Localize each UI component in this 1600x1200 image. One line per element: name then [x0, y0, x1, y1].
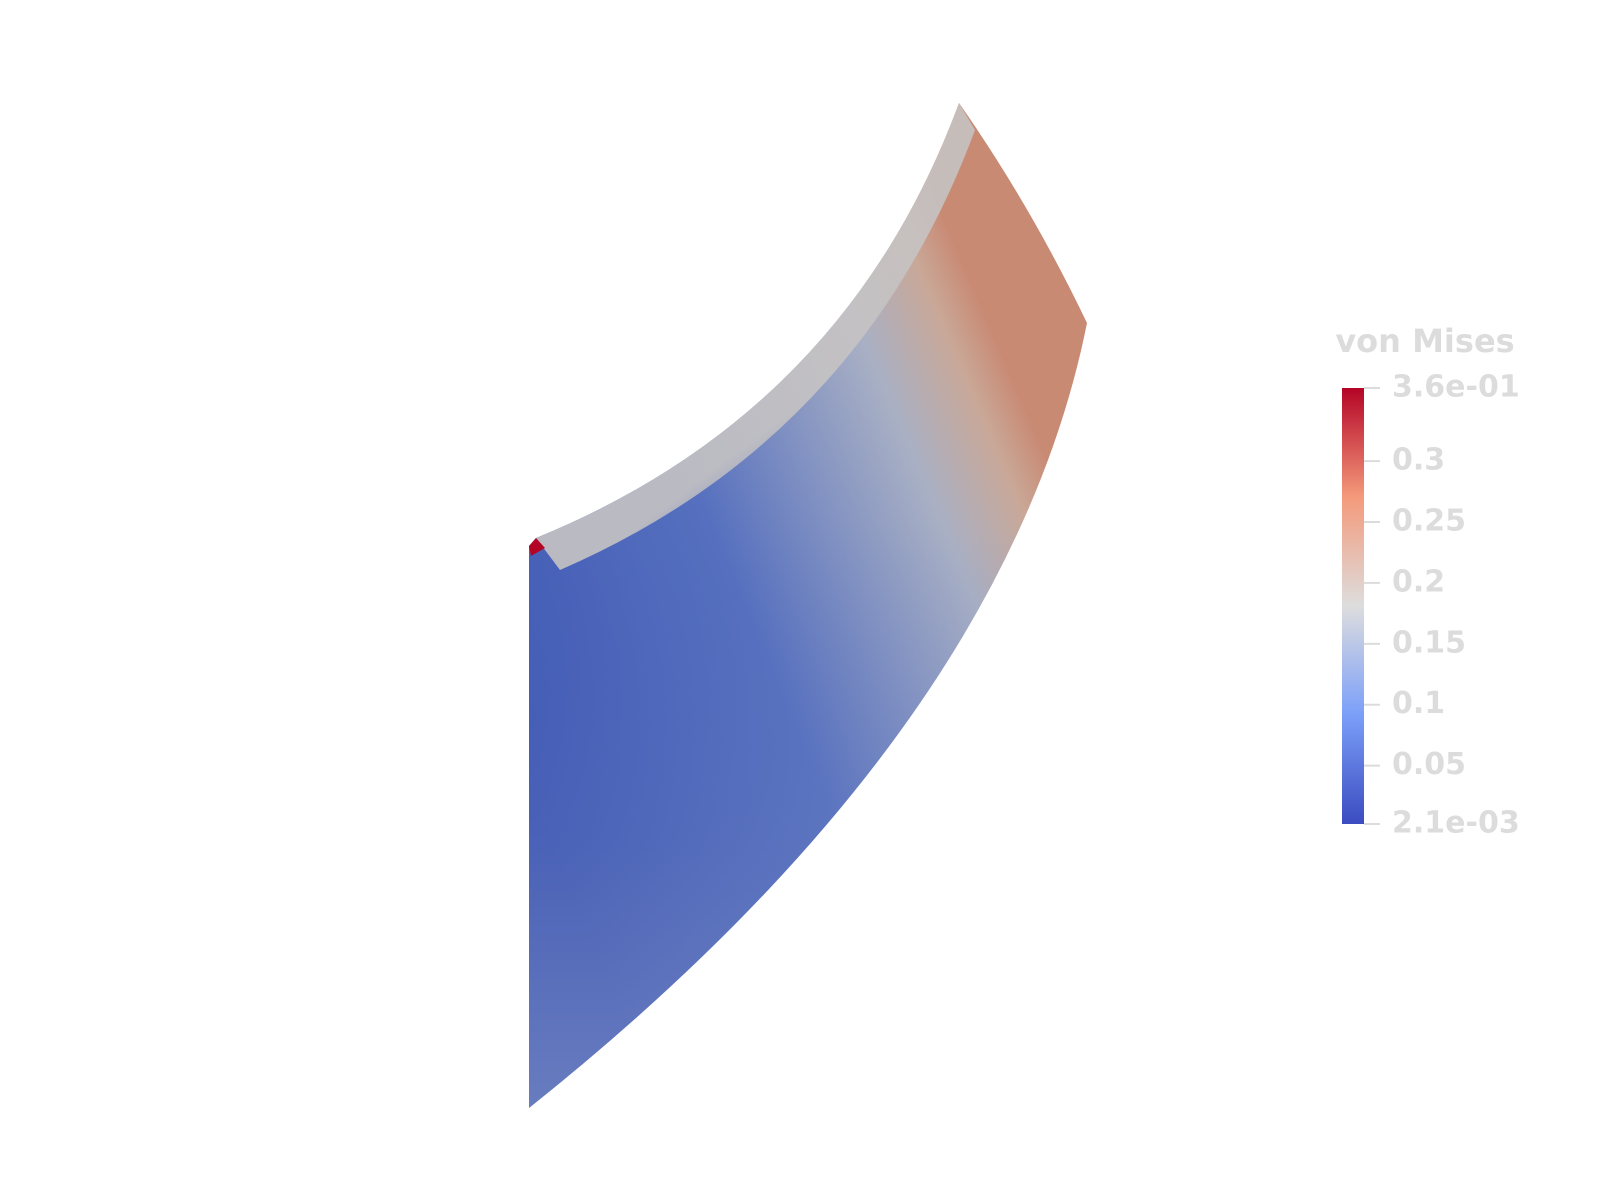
shell-shading — [529, 103, 1087, 1108]
tick-label: 0.3 — [1392, 443, 1445, 478]
tick-label: 0.25 — [1392, 504, 1466, 539]
tick-label: 0.2 — [1392, 564, 1445, 599]
tick-label: 0.05 — [1392, 747, 1466, 782]
deformed-shell — [529, 103, 1087, 1108]
color-bar — [1342, 388, 1364, 824]
shell-edge-highlight — [536, 103, 975, 570]
color-legend: von Mises 3.6e-01 0.3 0.25 0.2 0.15 0.1 0.05 2.… — [1335, 322, 1519, 841]
stress-hotspot — [529, 538, 545, 556]
tick-label: 2.1e-03 — [1392, 806, 1520, 841]
tick-label: 0.15 — [1392, 625, 1466, 660]
tick-label: 3.6e-01 — [1392, 370, 1520, 405]
legend-title: von Mises — [1335, 322, 1514, 360]
tick-label: 0.1 — [1392, 686, 1445, 721]
